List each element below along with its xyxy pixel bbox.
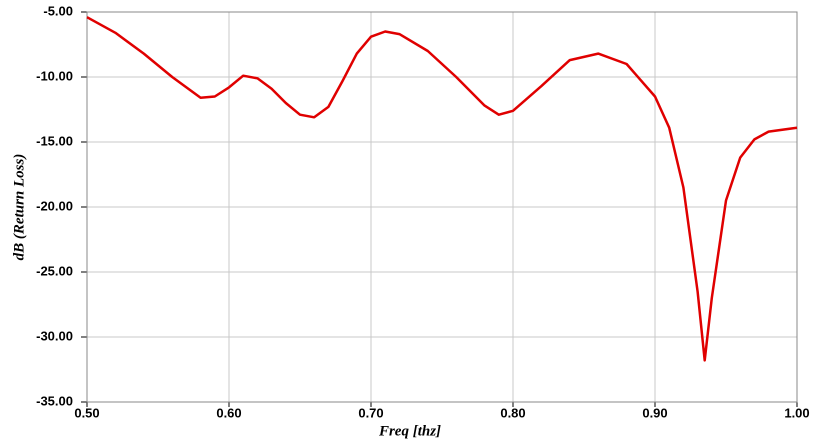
x-tick-label: 0.60 [216,405,241,420]
y-tick-label: -10.00 [36,68,73,83]
x-tick-label: 0.50 [74,405,99,420]
x-tick-label: 0.70 [358,405,383,420]
y-tick-label: -35.00 [36,393,73,408]
y-tick-label: -30.00 [36,328,73,343]
y-axis-title: dB (Return Loss) [11,154,27,261]
x-tick-label: 1.00 [784,405,809,420]
x-tick-label: 0.80 [500,405,525,420]
y-tick-label: -25.00 [36,263,73,278]
data-line [86,16,798,362]
x-tick-label: 0.90 [642,405,667,420]
x-axis-title: Freq [thz] [378,423,441,439]
y-tick-label: -5.00 [43,3,73,18]
y-tick-label: -15.00 [36,133,73,148]
y-tick-label: -20.00 [36,198,73,213]
plot-frame [86,11,798,403]
